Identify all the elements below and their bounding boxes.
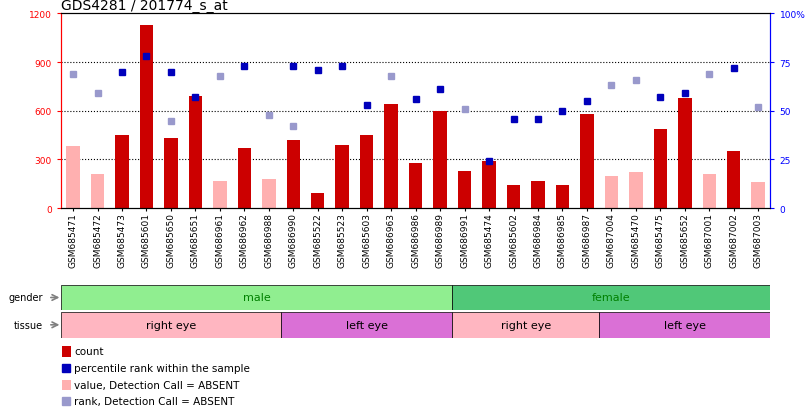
Bar [702,175,716,209]
Text: value, Detection Call = ABSENT: value, Detection Call = ABSENT [75,380,240,390]
Bar [752,183,765,209]
Bar [62,347,71,357]
Bar [91,175,105,209]
Bar [727,152,740,209]
Bar [61,285,453,311]
Bar [599,312,770,338]
Bar [238,149,251,209]
Bar [580,115,594,209]
Text: tissue: tissue [14,320,43,330]
Bar [629,173,642,209]
Text: left eye: left eye [345,320,388,330]
Bar [483,161,496,209]
Bar [62,380,71,390]
Bar [458,171,471,209]
Bar [164,139,178,209]
Bar [453,285,770,311]
Bar [286,140,300,209]
Text: count: count [75,347,104,356]
Bar [139,26,153,209]
Bar [507,186,520,209]
Bar [262,179,276,209]
Bar [311,194,324,209]
Bar [433,112,447,209]
Bar [678,99,692,209]
Bar [409,163,423,209]
Bar [213,181,226,209]
Text: gender: gender [9,293,43,303]
Bar [605,176,618,209]
Text: percentile rank within the sample: percentile rank within the sample [75,363,251,373]
Bar [360,136,373,209]
Bar [384,105,398,209]
Bar [453,312,599,338]
Bar [61,312,281,338]
Bar [531,181,545,209]
Bar [115,136,129,209]
Text: left eye: left eye [664,320,706,330]
Bar [281,312,453,338]
Text: GDS4281 / 201774_s_at: GDS4281 / 201774_s_at [61,0,228,14]
Bar [654,129,667,209]
Text: right eye: right eye [500,320,551,330]
Text: rank, Detection Call = ABSENT: rank, Detection Call = ABSENT [75,396,235,406]
Bar [67,147,79,209]
Text: female: female [592,293,631,303]
Text: male: male [242,293,270,303]
Bar [189,97,202,209]
Text: right eye: right eye [146,320,196,330]
Bar [336,145,349,209]
Bar [556,186,569,209]
